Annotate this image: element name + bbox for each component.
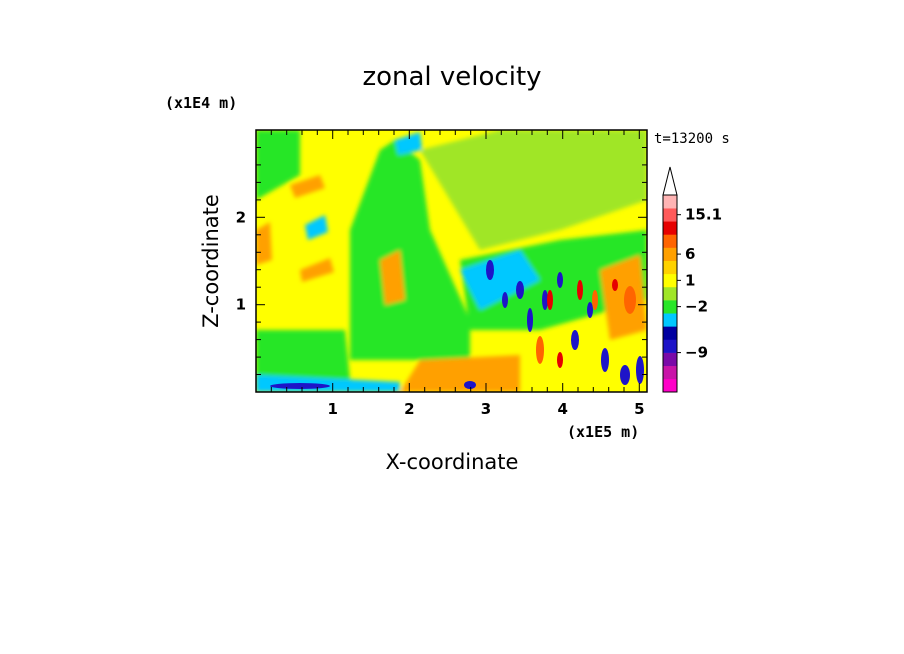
colorbar-swatch: [663, 247, 677, 261]
colorbar-swatch: [663, 286, 677, 301]
x-tick-label: 4: [557, 400, 567, 418]
x-axis-label: X-coordinate: [386, 450, 519, 474]
y-tick-label: 1: [236, 296, 246, 314]
colorbar: 15.1 6 1 −2 −9: [662, 166, 722, 393]
colorbar-label: 1: [685, 271, 695, 289]
y-tick-label: 2: [236, 208, 246, 226]
plot-frame: [255, 129, 648, 393]
colorbar-swatch: [663, 273, 677, 288]
colorbar-label: 15.1: [685, 206, 722, 224]
y-axis-label: Z-coordinate: [199, 194, 223, 328]
colorbar-swatch: [663, 234, 677, 248]
colorbar-frame: [662, 194, 678, 393]
time-label: t=13200 s: [654, 131, 730, 147]
x-tick-label: 1: [327, 400, 337, 418]
x-axis-unit: (x1E5 m): [567, 423, 639, 441]
colorbar-label: −9: [685, 344, 708, 362]
colorbar-swatch: [663, 260, 677, 275]
chart-title: zonal velocity: [362, 62, 541, 92]
x-tick-label: 3: [481, 400, 491, 418]
colorbar-swatch: [663, 378, 677, 393]
colorbar-label: −2: [685, 298, 708, 316]
colorbar-swatch: [663, 326, 677, 340]
colorbar-swatch: [663, 300, 677, 314]
colorbar-swatch: [663, 221, 677, 235]
colorbar-swatch: [663, 339, 677, 353]
y-axis-unit: (x1E4 m): [165, 94, 237, 112]
colorbar-swatch: [663, 352, 677, 367]
x-tick-label: 2: [404, 400, 414, 418]
x-axis: 1 2 3 4 5: [270, 130, 645, 418]
colorbar-extend-arrow: [662, 166, 678, 196]
colorbar-swatch: [663, 313, 677, 327]
y-axis: 12: [236, 147, 647, 375]
velocity-field: [256, 130, 647, 392]
colorbar-swatch: [663, 195, 677, 209]
colorbar-label: 6: [685, 245, 695, 263]
colorbar-swatch: [663, 208, 677, 222]
colorbar-swatch: [663, 365, 677, 380]
x-tick-label: 5: [634, 400, 644, 418]
